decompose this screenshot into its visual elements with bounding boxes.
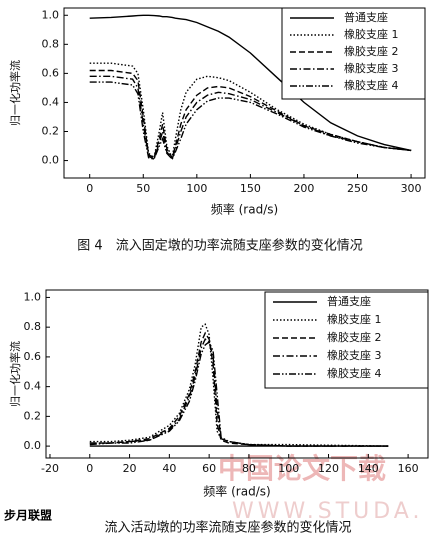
series-line <box>89 62 412 161</box>
legend-label: 橡胶支座 3 <box>327 348 382 362</box>
x-tick-label: 250 <box>347 182 368 195</box>
y-tick-label: 0.2 <box>24 409 42 422</box>
y-tick-label: 0.8 <box>24 320 42 333</box>
x-tick-label: 0 <box>86 182 93 195</box>
x-tick-label: 120 <box>318 462 339 475</box>
y-tick-label: 0.0 <box>42 154 60 167</box>
y-tick-label: 1.0 <box>42 8 60 21</box>
x-axis-label: 频率 (rad/s) <box>203 484 270 499</box>
watermark: 步月联盟 <box>4 508 52 523</box>
x-tick-label: 140 <box>358 462 379 475</box>
x-tick-label: 40 <box>162 462 176 475</box>
x-tick-label: 20 <box>123 462 137 475</box>
y-tick-label: 0.4 <box>24 380 42 393</box>
y-tick-label: 0.6 <box>42 66 60 79</box>
legend-label: 橡胶支座 3 <box>344 61 399 75</box>
series-line <box>89 323 389 447</box>
series-line <box>89 331 389 447</box>
x-tick-label: 150 <box>240 182 261 195</box>
series-line <box>89 338 389 447</box>
series-line <box>89 81 412 161</box>
x-tick-label: 0 <box>86 462 93 475</box>
legend-label: 橡胶支座 2 <box>327 330 382 344</box>
x-tick-label: -20 <box>41 462 59 475</box>
y-tick-label: 0.4 <box>42 95 60 108</box>
x-tick-label: 160 <box>398 462 419 475</box>
series-line <box>89 14 412 152</box>
legend-label: 橡胶支座 1 <box>344 27 399 41</box>
x-tick-label: 300 <box>401 182 422 195</box>
y-tick-label: 0.6 <box>24 350 42 363</box>
legend-label: 普通支座 <box>344 10 388 24</box>
x-tick-label: 80 <box>242 462 256 475</box>
x-tick-label: 50 <box>136 182 150 195</box>
y-tick-label: 1.0 <box>24 290 42 303</box>
y-axis-label: 归一化功率流 <box>8 341 22 407</box>
y-axis-label: 归一化功率流 <box>8 60 22 126</box>
legend-label: 橡胶支座 2 <box>344 44 399 58</box>
x-tick-label: 100 <box>278 462 299 475</box>
watermark: WWW.STUDA. <box>232 499 423 524</box>
y-tick-label: 0.8 <box>42 37 60 50</box>
legend-label: 普通支座 <box>327 294 371 308</box>
legend-label: 橡胶支座 4 <box>344 78 399 92</box>
y-tick-label: 0.0 <box>24 439 42 452</box>
series-line <box>89 75 412 161</box>
series-line <box>89 340 389 447</box>
x-tick-label: 60 <box>202 462 216 475</box>
legend-label: 橡胶支座 4 <box>327 366 382 380</box>
y-tick-label: 0.2 <box>42 125 60 138</box>
legend-box <box>264 291 429 389</box>
x-tick-label: 200 <box>293 182 314 195</box>
x-axis-label: 频率 (rad/s) <box>211 202 278 217</box>
x-tick-label: 100 <box>186 182 207 195</box>
legend-label: 橡胶支座 1 <box>327 312 382 326</box>
legend-box <box>281 7 426 100</box>
caption: 流入活动墩的功率流随支座参数的变化情况 <box>104 520 351 536</box>
caption: 图 4 流入固定墩的功率流随支座参数的变化情况 <box>77 238 362 254</box>
